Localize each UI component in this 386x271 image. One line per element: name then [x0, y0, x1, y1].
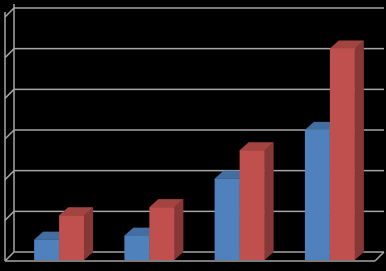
bar	[214, 178, 240, 260]
bar-top	[149, 199, 184, 208]
bar	[59, 215, 85, 260]
bar-top	[59, 207, 94, 216]
grid-line-side	[4, 7, 15, 18]
grid-line-side	[4, 170, 15, 181]
bar	[124, 235, 150, 260]
grid-line-side	[4, 48, 15, 59]
bar	[304, 129, 330, 260]
bar-top	[239, 142, 274, 151]
bar-side	[84, 207, 94, 260]
bar-side	[264, 142, 274, 260]
bar	[329, 48, 355, 261]
bar-side	[354, 40, 364, 261]
bar	[34, 239, 60, 260]
grid-line-side	[4, 129, 15, 140]
grid-line-side	[4, 88, 15, 99]
bar-top	[329, 40, 364, 49]
grid-line-side	[4, 210, 15, 221]
bar	[149, 207, 175, 260]
bar	[239, 150, 265, 260]
bar-side	[174, 199, 184, 260]
grid-line-side	[4, 251, 15, 262]
floor-right-edge	[374, 251, 385, 262]
